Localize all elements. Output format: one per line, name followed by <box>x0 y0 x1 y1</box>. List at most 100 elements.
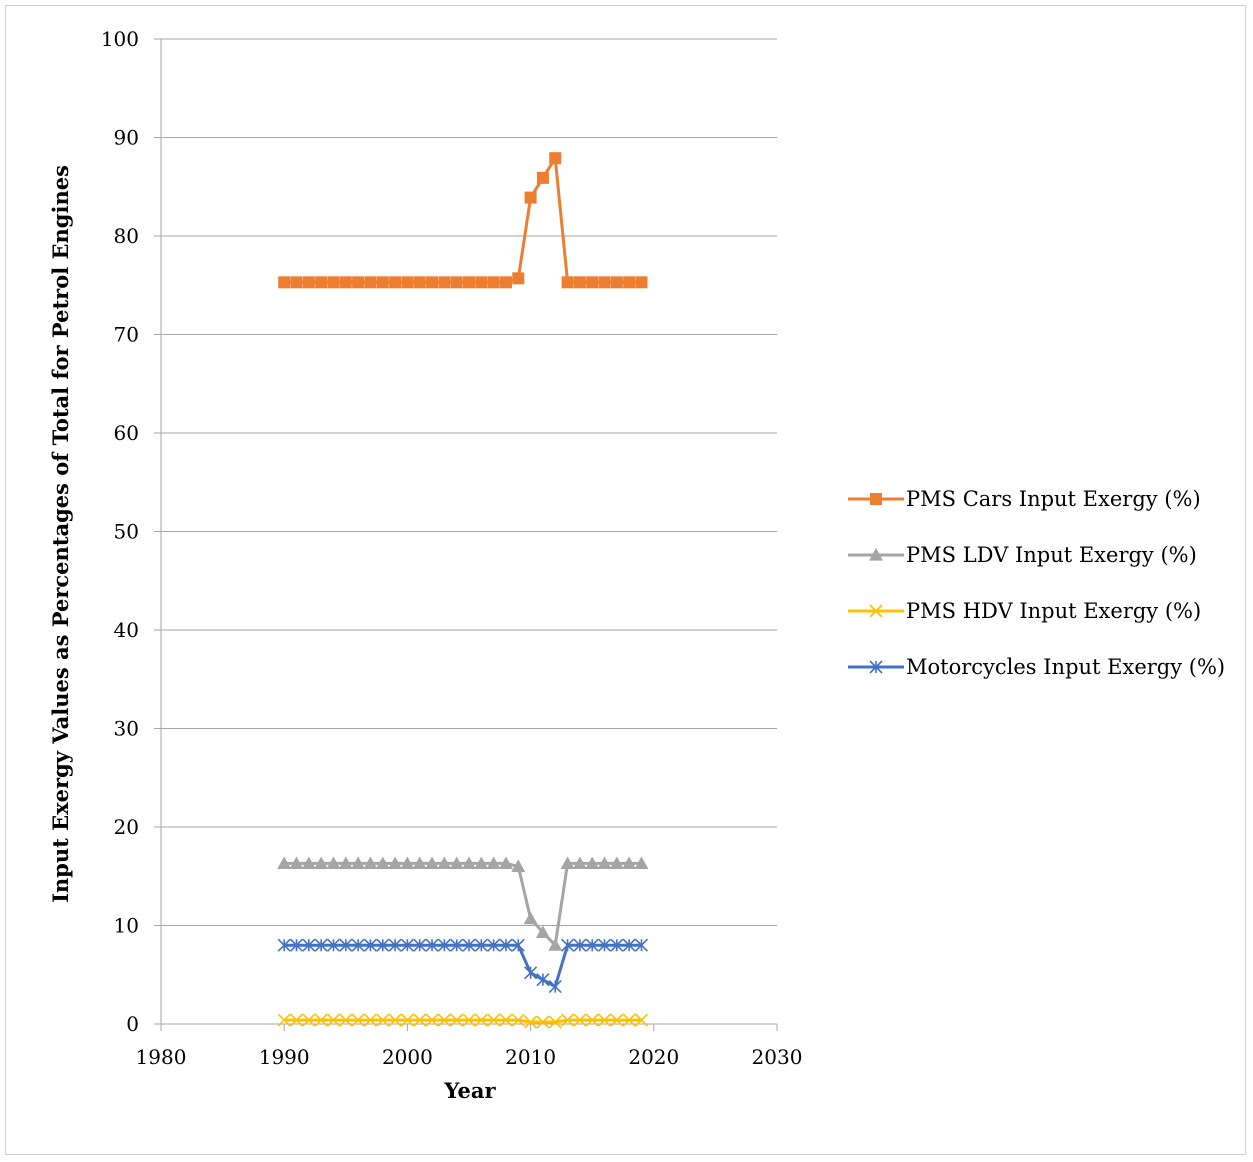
marker-x <box>437 1013 451 1027</box>
marker-triangle <box>572 856 587 870</box>
marker-square <box>549 152 562 165</box>
marker-square <box>401 276 414 289</box>
legend: PMS Cars Input Exergy (%) PMS LDV Input E… <box>848 487 1225 679</box>
marker-x <box>499 1013 513 1027</box>
marker-asterisk <box>474 938 488 952</box>
marker-triangle <box>314 856 329 870</box>
marker-x <box>388 1013 402 1027</box>
marker-asterisk <box>597 938 612 952</box>
marker-square <box>364 276 377 289</box>
marker-triangle <box>412 856 427 870</box>
marker-square <box>870 493 882 505</box>
marker-asterisk <box>869 660 883 674</box>
marker-triangle <box>425 856 440 870</box>
y-tick-label: 20 <box>114 815 139 839</box>
series-line <box>284 943 642 989</box>
marker-x <box>339 1013 353 1027</box>
marker-x <box>536 1015 550 1029</box>
marker-triangle <box>338 856 353 870</box>
marker-x <box>474 1013 488 1027</box>
marker-triangle <box>289 856 304 870</box>
marker-square <box>598 276 611 289</box>
marker-square <box>450 276 463 289</box>
marker-square <box>389 276 402 289</box>
marker-square <box>290 276 303 289</box>
marker-x <box>548 1015 562 1029</box>
x-tick-label: 1990 <box>259 1045 310 1069</box>
marker-triangle <box>462 856 476 870</box>
marker-x <box>585 1013 599 1027</box>
legend-entry: Motorcycles Input Exergy (%) <box>848 655 1225 679</box>
series-line <box>284 861 642 947</box>
marker-asterisk <box>622 938 636 952</box>
legend-entry: PMS LDV Input Exergy (%) <box>848 543 1197 567</box>
marker-asterisk <box>388 938 402 952</box>
marker-x <box>302 1013 316 1027</box>
series-1 <box>278 152 648 289</box>
marker-triangle <box>622 856 637 870</box>
marker-square <box>561 276 574 289</box>
marker-asterisk <box>511 938 525 952</box>
series-lines <box>277 152 649 1029</box>
marker-triangle <box>474 856 489 870</box>
axes <box>154 38 778 1031</box>
y-tick-label: 90 <box>114 126 139 150</box>
marker-asterisk <box>425 938 439 952</box>
y-tick-label: 70 <box>114 323 139 347</box>
x-tick-label: 2000 <box>382 1045 433 1069</box>
marker-x <box>487 1013 501 1027</box>
marker-square <box>426 276 439 289</box>
marker-x <box>425 1013 439 1027</box>
marker-asterisk <box>536 973 550 987</box>
marker-square <box>475 276 488 289</box>
marker-square <box>327 276 340 289</box>
y-tick-label: 50 <box>114 520 139 544</box>
marker-square <box>315 276 328 289</box>
series-4 <box>277 938 649 994</box>
marker-square <box>524 191 537 204</box>
marker-asterisk <box>462 938 476 952</box>
marker-square <box>499 276 512 289</box>
marker-x <box>277 1013 291 1027</box>
x-tick-label: 1980 <box>136 1045 187 1069</box>
marker-triangle <box>363 856 378 870</box>
marker-x <box>363 1013 378 1027</box>
marker-triangle <box>301 856 316 870</box>
marker-triangle <box>585 856 600 870</box>
legend-entry: PMS HDV Input Exergy (%) <box>848 599 1201 623</box>
marker-square <box>487 276 500 289</box>
marker-square <box>413 276 426 289</box>
marker-square <box>573 276 586 289</box>
gridlines <box>161 38 777 926</box>
x-tick-label: 2030 <box>752 1045 803 1069</box>
marker-x <box>413 1013 427 1027</box>
marker-asterisk <box>524 966 538 980</box>
marker-triangle <box>511 859 526 872</box>
marker-x <box>610 1013 624 1027</box>
marker-triangle <box>609 856 624 870</box>
marker-asterisk <box>314 938 328 952</box>
marker-asterisk <box>437 938 451 952</box>
marker-asterisk <box>487 938 501 952</box>
x-axis-title: Year <box>443 1078 496 1103</box>
y-axis-title: Input Exergy Values as Percentages of To… <box>48 165 73 903</box>
marker-triangle <box>498 856 513 870</box>
marker-asterisk <box>400 938 414 952</box>
marker-triangle <box>449 856 464 870</box>
marker-x <box>573 1013 587 1027</box>
marker-x <box>462 1013 476 1027</box>
marker-asterisk <box>413 938 427 952</box>
marker-asterisk <box>573 938 587 952</box>
series-line <box>284 1018 642 1024</box>
x-tick-label: 2020 <box>628 1045 679 1069</box>
legend-label: Motorcycles Input Exergy (%) <box>906 655 1225 679</box>
marker-square <box>635 276 648 289</box>
y-tick-label: 40 <box>114 618 139 642</box>
marker-square <box>610 276 623 289</box>
marker-asterisk <box>548 980 562 994</box>
marker-asterisk <box>499 938 513 952</box>
marker-triangle <box>326 856 341 870</box>
marker-x <box>869 604 883 618</box>
